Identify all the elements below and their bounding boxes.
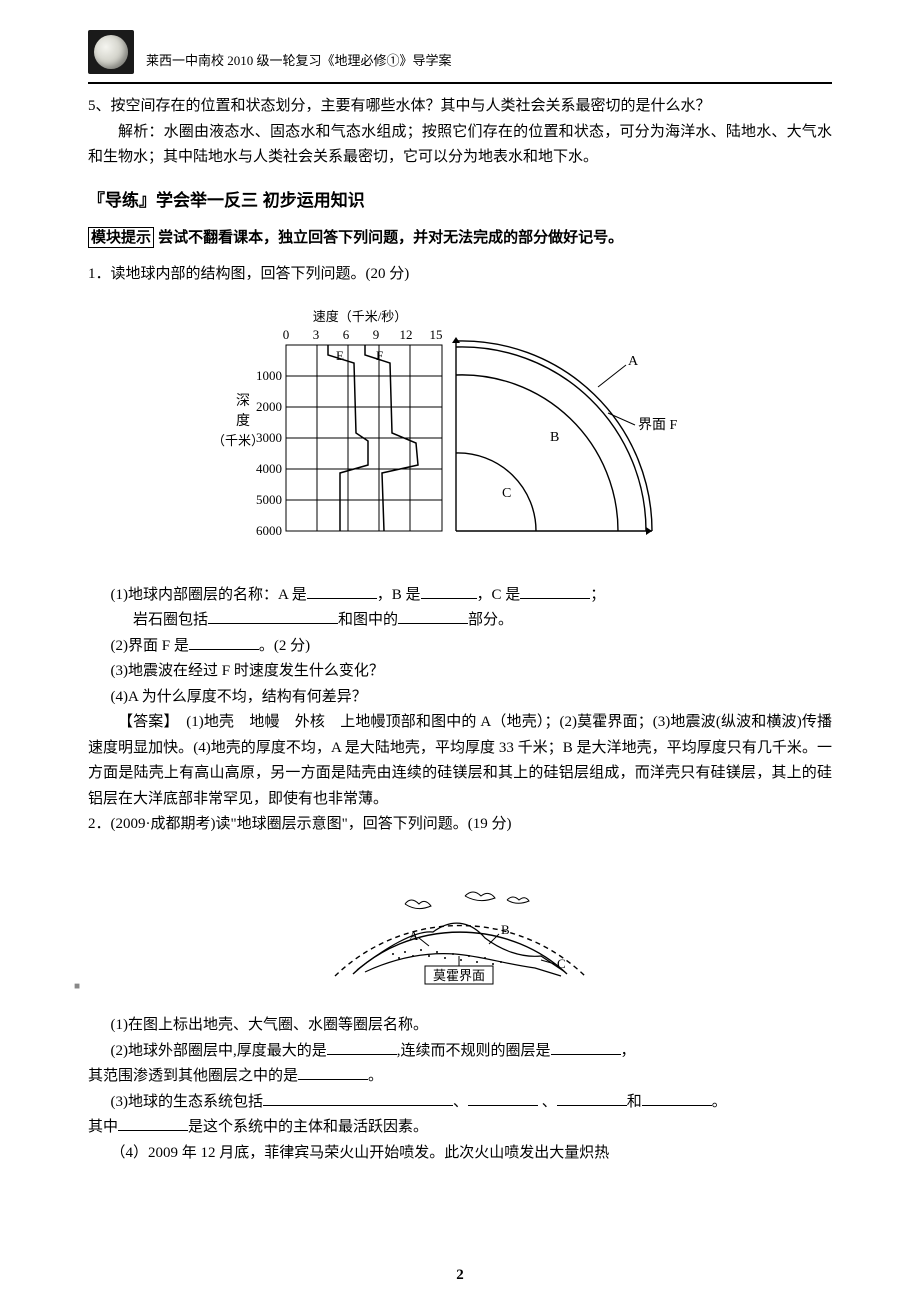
svg-text:1000: 1000 (256, 368, 282, 383)
svg-text:度: 度 (236, 413, 250, 429)
svg-text:15: 15 (430, 327, 443, 342)
svg-text:9: 9 (373, 327, 380, 342)
side-mark: ■ (74, 978, 80, 995)
svg-text:4000: 4000 (256, 461, 282, 476)
header-divider (88, 82, 832, 84)
svg-text:A: A (409, 928, 419, 943)
page-header: 莱西一中南校 2010 级一轮复习《地理必修①》导学案 (88, 30, 832, 74)
fig2-clouds (405, 892, 529, 909)
svg-text:3: 3 (313, 327, 320, 342)
q2-stem: 2．(2009·成都期考)读"地球圈层示意图"，回答下列问题。(19 分) (88, 812, 832, 838)
fig1-arrow-y (452, 337, 460, 343)
earth-icon (88, 30, 134, 74)
q1-sub2: (2)界面 F 是。(2 分) (88, 634, 832, 660)
svg-text:C: C (557, 956, 566, 971)
q1-sub1: (1)地球内部圈层的名称：A 是，B 是，C 是； (88, 583, 832, 609)
header-text: 莱西一中南校 2010 级一轮复习《地理必修①》导学案 (146, 32, 452, 72)
fig1-xticks: 0 3 6 9 12 15 (283, 327, 443, 342)
fig1-arrow-x (646, 527, 652, 535)
q2-sub4: （4）2009 年 12 月底，菲律宾马荣火山开始喷发。此次火山喷发出大量炽热 (88, 1141, 832, 1167)
fig1-yticks: 1000 2000 3000 4000 5000 6000 (256, 368, 282, 538)
svg-text:E: E (336, 348, 344, 363)
q5-answer: 解析：水圈由液态水、固态水和气态水组成；按照它们存在的位置和状态，可分为海洋水、… (88, 120, 832, 171)
q1-sub4: (4)A 为什么厚度不均，结构有何差异？ (88, 685, 832, 711)
q1-stem: 1．读地球内部的结构图，回答下列问题。(20 分) (88, 262, 832, 288)
svg-text:3000: 3000 (256, 430, 282, 445)
svg-text:B: B (550, 430, 559, 445)
q2-sub3: (3)地球的生态系统包括、 、和。 (88, 1090, 832, 1116)
svg-text:6000: 6000 (256, 523, 282, 538)
svg-text:B: B (501, 922, 510, 937)
svg-text:6: 6 (343, 327, 350, 342)
practice-section-title: 『导练』学会举一反三 初步运用知识 (88, 187, 832, 216)
hint-rest: 尝试不翻看课本，独立回答下列问题，并对无法完成的部分做好记号。 (154, 229, 623, 246)
svg-text:12: 12 (400, 327, 413, 342)
fig2-labels: A B C (409, 922, 566, 971)
q1-sub3: (3)地震波在经过 F 时速度发生什么变化？ (88, 659, 832, 685)
svg-text:F: F (376, 348, 383, 363)
q2-sub3b: 其中是这个系统中的主体和最活跃因素。 (88, 1115, 832, 1141)
q2-figure: A B C 莫霍界面 (88, 856, 832, 996)
svg-text:0: 0 (283, 327, 290, 342)
page-number: 2 (0, 1263, 920, 1289)
q1-figure: 速度（千米/秒） 0 3 6 9 12 15 深 度 （千米） (88, 305, 832, 565)
fig2-box: 莫霍界面 (425, 956, 493, 984)
hint-line: 模块提示 尝试不翻看课本，独立回答下列问题，并对无法完成的部分做好记号。 (88, 225, 832, 252)
q2-sub2b: 其范围渗透到其他圈层之中的是。 (88, 1064, 832, 1090)
svg-text:莫霍界面: 莫霍界面 (433, 968, 485, 983)
svg-text:2000: 2000 (256, 399, 282, 414)
q5-stem: 5、按空间存在的位置和状态划分，主要有哪些水体？其中与人类社会关系最密切的是什么… (88, 94, 832, 120)
q2-sub2: (2)地球外部圈层中,厚度最大的是,连续而不规则的圈层是， (88, 1039, 832, 1065)
svg-text:A: A (628, 354, 639, 369)
q1-answer: 【答案】 (1)地壳 地幔 外核 上地幔顶部和图中的 A（地壳）；(2)莫霍界面… (88, 710, 832, 812)
q1-sub1b: 岩石圈包括和图中的部分。 (88, 608, 832, 634)
fig1-arrows (598, 365, 635, 425)
svg-text:C: C (502, 486, 511, 501)
svg-text:5000: 5000 (256, 492, 282, 507)
svg-text:界面 F: 界面 F (638, 418, 677, 433)
fig1-ef: E F (336, 348, 383, 363)
q2-sub1: (1)在图上标出地壳、大气圈、水圈等圈层名称。 (88, 1013, 832, 1039)
fig1-title: 速度（千米/秒） (313, 309, 408, 324)
hint-box: 模块提示 (88, 227, 154, 248)
svg-text:深: 深 (236, 393, 250, 409)
fig1-arc-labels: A B C 界面 F (502, 354, 677, 501)
